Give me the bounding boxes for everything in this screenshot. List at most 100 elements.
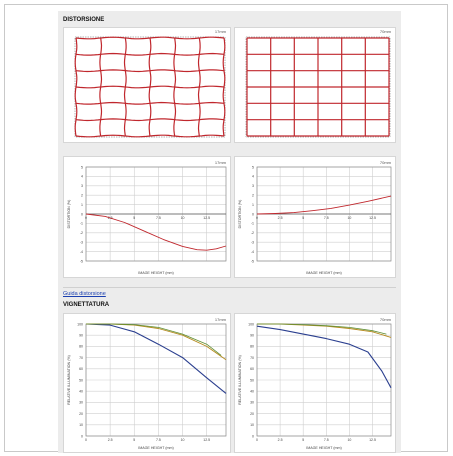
x-tick-label: 7.5 (324, 438, 329, 442)
y-tick-label: 90 (79, 334, 83, 338)
grid-line-vertical (148, 37, 152, 137)
y-axis-label: RELATIVE ILLUMINATION (%) (238, 355, 242, 405)
y-axis-label: DISTORTION (%) (67, 200, 71, 229)
plot-frame (85, 323, 227, 437)
y-tick-label: 40 (79, 390, 83, 394)
y-tick-label: 30 (250, 401, 254, 405)
y-axis-label: RELATIVE ILLUMINATION (%) (67, 355, 71, 405)
x-tick-label: 0 (85, 438, 87, 442)
x-tick-label: 5 (133, 216, 135, 220)
y-tick-label: 3 (252, 184, 254, 188)
distortion-heading: DISTORSIONE (63, 17, 105, 23)
series-line (85, 323, 227, 394)
y-tick-label: -5 (80, 259, 83, 263)
y-tick-label: 20 (250, 412, 254, 416)
grid-line-vertical (123, 37, 127, 137)
grid-line-vertical (74, 37, 78, 137)
x-tick-label: 12.5 (369, 438, 376, 442)
grid-line-vertical (99, 37, 103, 137)
grid-line-vertical (197, 37, 201, 137)
y-tick-label: 20 (79, 412, 83, 416)
y-tick-label: 60 (79, 367, 83, 371)
vignetting-chart-70mm: 70mm 100 90 80 70 60 50 40 30 20 10 0 0 2.5 5 7.5 10 12.5… (234, 313, 396, 453)
y-tick-label: 0 (252, 212, 254, 216)
y-tick-label: -5 (251, 259, 254, 263)
y-tick-label: 0 (252, 434, 254, 438)
x-tick-label: 5 (302, 438, 304, 442)
distortion-guide-link[interactable]: Guida distorsione (63, 291, 106, 297)
distortion-chart-70mm: 70mm 5 4 3 2 1 0 -1 -2 -3 -4 -5 0 2.5 5 7.5 10 12.5 IMAGE … (234, 156, 396, 278)
y-tick-label: 5 (81, 165, 83, 169)
y-axis-label: DISTORTION (%) (238, 200, 242, 229)
vignetting-heading: VIGNETTATURA (63, 302, 110, 308)
x-tick-label: 12.5 (203, 216, 210, 220)
series-line (256, 325, 392, 389)
distortion-grid-plot (245, 36, 391, 138)
x-tick-label: 5 (302, 216, 304, 220)
y-tick-label: 0 (81, 212, 83, 216)
distortion-grid-70mm: 70mm (234, 27, 396, 143)
y-tick-label: -4 (251, 250, 254, 254)
section-divider (63, 287, 396, 288)
y-tick-label: 100 (77, 322, 83, 326)
y-tick-label: 40 (250, 390, 254, 394)
grid-line-vertical (222, 37, 226, 137)
y-tick-label: 2 (252, 194, 254, 198)
y-tick-label: 90 (250, 334, 254, 338)
reference-frame (245, 36, 391, 138)
x-axis-label: IMAGE HEIGHT (mm) (306, 271, 341, 275)
series-line (257, 323, 387, 335)
distortion-chart-17mm: 17mm 5 4 3 2 1 0 -1 -2 -3 -4 -5 0 2.5 5 7.5 10 12.5 IMAGE … (63, 156, 231, 278)
plot-frame (256, 323, 392, 437)
x-tick-label: 10 (347, 216, 351, 220)
y-tick-label: 5 (252, 165, 254, 169)
y-tick-label: 70 (250, 356, 254, 360)
x-tick-label: 7.5 (324, 216, 329, 220)
x-tick-label: 12.5 (203, 438, 210, 442)
y-tick-label: 30 (79, 401, 83, 405)
grid-line-vertical (173, 37, 177, 137)
y-tick-label: 50 (250, 378, 254, 382)
x-tick-label: 10 (181, 216, 185, 220)
series-line (86, 323, 222, 356)
y-tick-label: -2 (80, 231, 83, 235)
y-tick-label: 60 (250, 367, 254, 371)
y-tick-label: 1 (252, 203, 254, 207)
x-tick-label: 10 (347, 438, 351, 442)
chart-title: 70mm (380, 160, 392, 165)
x-tick-label: 10 (181, 438, 185, 442)
chart-title: 17mm (215, 160, 227, 165)
x-axis-label: IMAGE HEIGHT (mm) (138, 446, 173, 450)
y-tick-label: 3 (81, 184, 83, 188)
y-tick-label: -2 (251, 231, 254, 235)
x-axis-label: IMAGE HEIGHT (mm) (138, 271, 173, 275)
y-tick-label: -1 (251, 222, 254, 226)
series-line (85, 213, 227, 251)
y-tick-label: 2 (81, 194, 83, 198)
distortion-grid-17mm: 17mm (63, 27, 231, 143)
y-tick-label: 4 (252, 175, 254, 179)
chart-title: 17mm (215, 317, 227, 322)
y-tick-label: 10 (79, 423, 83, 427)
y-tick-label: 10 (250, 423, 254, 427)
x-tick-label: 7.5 (156, 438, 161, 442)
reference-frame (74, 36, 226, 138)
series-line (256, 195, 392, 215)
chart-title: 70mm (380, 317, 392, 322)
x-tick-label: 2.5 (278, 216, 283, 220)
y-tick-label: 100 (248, 322, 254, 326)
content-panel: DISTORSIONE 17mm 70mm 17mm 5 4 3 2 1 0 -1 -2 -3 -4… (58, 11, 401, 453)
x-tick-label: 12.5 (369, 216, 376, 220)
distortion-grid-plot (74, 36, 226, 138)
y-tick-label: 80 (79, 345, 83, 349)
y-tick-label: 50 (79, 378, 83, 382)
x-tick-label: 7.5 (156, 216, 161, 220)
vignetting-chart-17mm: 17mm 100 90 80 70 60 50 40 30 20 10 0 0 2.5 5 7.5 10 12.5… (63, 313, 231, 453)
focal-label: 17mm (214, 29, 226, 34)
page: DISTORSIONE 17mm 70mm 17mm 5 4 3 2 1 0 -1 -2 -3 -4… (4, 4, 448, 453)
y-tick-label: -1 (80, 222, 83, 226)
